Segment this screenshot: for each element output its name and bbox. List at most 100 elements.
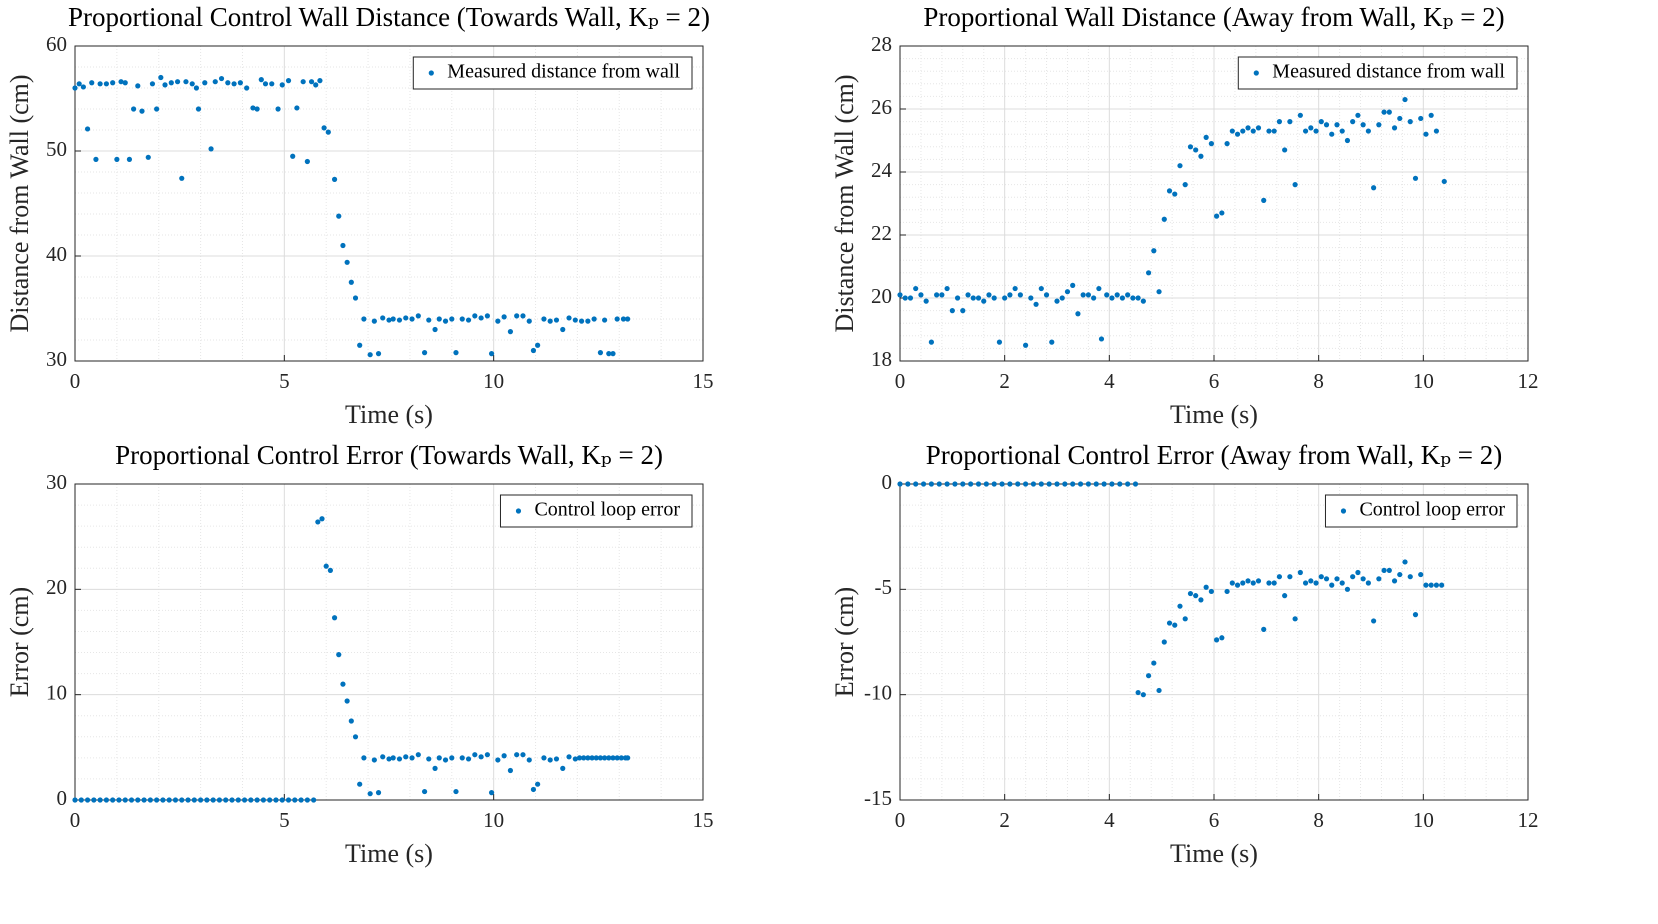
x-tick-label: 5 xyxy=(279,369,290,393)
x-tick-label: 10 xyxy=(483,808,504,832)
data-point xyxy=(897,292,903,298)
data-point xyxy=(1132,481,1139,487)
data-point xyxy=(1245,578,1251,584)
data-point xyxy=(361,316,367,322)
data-point xyxy=(541,316,547,322)
data-point xyxy=(1093,481,1099,487)
data-point xyxy=(432,326,438,333)
data-point xyxy=(179,797,185,803)
data-point xyxy=(1334,576,1340,582)
data-point xyxy=(380,315,386,321)
data-point xyxy=(1386,567,1392,573)
data-point xyxy=(116,797,122,803)
data-point xyxy=(1439,582,1445,588)
data-point xyxy=(1339,128,1345,134)
x-tick-label: 6 xyxy=(1209,369,1220,393)
y-tick-label: 50 xyxy=(46,137,67,161)
data-point xyxy=(313,82,319,88)
data-point xyxy=(1329,131,1335,137)
data-point xyxy=(996,339,1003,345)
data-point xyxy=(1391,578,1398,584)
data-point xyxy=(141,797,147,803)
legend-label: Control loop error xyxy=(1359,499,1505,521)
data-point xyxy=(258,77,264,83)
data-point xyxy=(321,125,327,131)
data-point xyxy=(602,317,608,323)
data-point xyxy=(606,755,612,761)
data-point xyxy=(1203,134,1209,140)
data-point xyxy=(1070,481,1076,487)
x-tick-label: 10 xyxy=(1413,369,1434,393)
data-point xyxy=(944,481,950,487)
data-point xyxy=(981,298,987,304)
data-point xyxy=(174,79,181,85)
legend-marker xyxy=(1253,70,1259,76)
data-point xyxy=(1350,119,1356,125)
chart-title: Proportional Wall Distance (Away from Wa… xyxy=(923,2,1504,32)
data-point xyxy=(357,342,363,348)
data-point xyxy=(202,80,208,86)
y-tick-label: 26 xyxy=(871,95,892,119)
data-point xyxy=(1339,580,1345,586)
data-point xyxy=(1297,569,1303,576)
data-point xyxy=(507,329,514,335)
data-point xyxy=(520,752,526,758)
y-tick-label: 20 xyxy=(46,575,67,599)
y-tick-label: 10 xyxy=(46,680,67,704)
plot-area xyxy=(75,46,703,361)
data-point xyxy=(535,781,541,787)
data-point xyxy=(488,790,495,796)
data-point xyxy=(1391,125,1398,131)
data-point xyxy=(1433,128,1440,134)
data-point xyxy=(1376,122,1382,128)
data-point xyxy=(340,681,346,687)
data-point xyxy=(1240,128,1246,134)
data-point xyxy=(560,326,566,333)
data-point xyxy=(913,285,919,292)
x-tick-label: 2 xyxy=(999,808,1010,832)
data-point xyxy=(1172,191,1178,197)
data-point xyxy=(949,308,955,314)
data-point xyxy=(1287,119,1293,125)
data-point xyxy=(426,756,432,762)
data-point xyxy=(262,81,269,87)
data-point xyxy=(526,757,532,763)
data-point xyxy=(610,351,616,357)
data-point xyxy=(1085,292,1091,298)
data-point xyxy=(1360,576,1366,582)
x-axis-label: Time (s) xyxy=(1170,400,1258,429)
data-point xyxy=(139,108,145,114)
data-point xyxy=(928,339,935,345)
data-point xyxy=(1193,593,1199,599)
data-point xyxy=(968,481,974,487)
data-point xyxy=(1271,128,1277,134)
data-point xyxy=(553,756,560,762)
data-point xyxy=(1428,112,1434,118)
data-point xyxy=(1023,481,1029,487)
data-point xyxy=(122,80,128,86)
data-point xyxy=(1219,635,1225,641)
data-point xyxy=(618,755,624,761)
data-point xyxy=(453,788,459,795)
data-point xyxy=(191,797,197,803)
data-point xyxy=(1145,270,1152,276)
y-tick-label: -5 xyxy=(875,575,893,599)
data-point xyxy=(952,481,958,487)
data-point xyxy=(530,786,537,793)
data-point xyxy=(198,797,204,803)
data-point xyxy=(195,106,202,112)
data-point xyxy=(162,82,168,88)
data-point xyxy=(1214,213,1220,219)
data-point xyxy=(960,308,966,314)
data-point xyxy=(304,158,310,165)
data-point xyxy=(484,313,490,319)
data-point xyxy=(1276,119,1283,125)
data-point xyxy=(1255,125,1262,131)
data-point xyxy=(336,213,342,219)
chart-title: Proportional Control Error (Towards Wall… xyxy=(115,440,663,470)
data-point xyxy=(122,797,128,803)
data-point xyxy=(1119,295,1126,301)
data-point xyxy=(273,797,279,803)
data-point xyxy=(1371,618,1377,624)
